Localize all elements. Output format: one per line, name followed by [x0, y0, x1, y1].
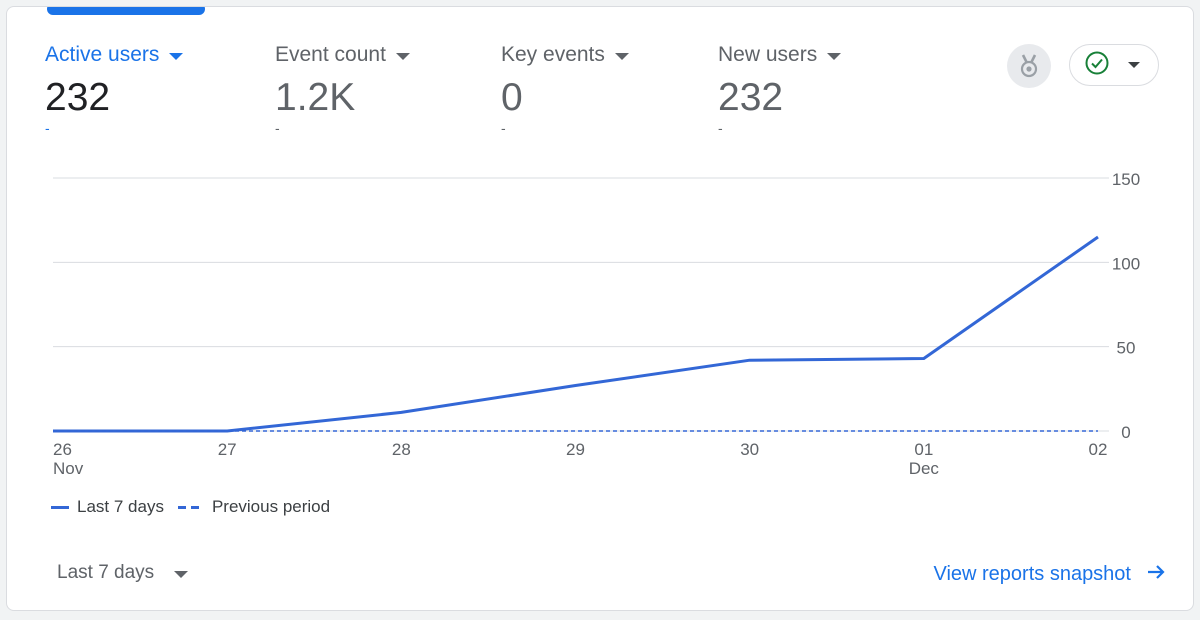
metric-value: 1.2K — [275, 76, 356, 119]
metric-event-count[interactable]: Event count 1.2K - — [275, 43, 410, 135]
metric-active-users[interactable]: Active users 232 - — [45, 43, 184, 136]
metric-new-users[interactable]: New users 232 - — [718, 43, 842, 136]
legend-swatch-solid — [51, 505, 69, 509]
metric-value: 232 — [718, 76, 784, 119]
metric-label: New users — [718, 43, 818, 66]
x-tick-label: Dec — [909, 459, 940, 478]
metric-change: - — [501, 120, 506, 136]
medal-icon[interactable] — [1007, 44, 1051, 88]
date-range-label: Last 7 days — [57, 562, 155, 583]
legend-item-current: Last 7 days — [51, 497, 164, 517]
metric-key-events[interactable]: Key events 0 - — [501, 43, 629, 135]
check-circle-icon — [1084, 50, 1110, 81]
chevron-down-icon — [614, 52, 629, 60]
y-tick-label: 100 — [1112, 254, 1140, 273]
chevron-down-icon — [169, 52, 184, 60]
metric-label: Event count — [275, 43, 386, 66]
y-tick-label: 0 — [1121, 423, 1130, 442]
x-tick-label: Nov — [53, 459, 84, 478]
report-card: Active users 232 - Event count 1.2K - Ke… — [6, 6, 1194, 611]
date-range-dropdown[interactable]: Last 7 days — [57, 562, 189, 584]
y-tick-label: 150 — [1112, 170, 1140, 189]
arrow-right-icon — [1145, 561, 1167, 588]
x-tick-label: 30 — [740, 440, 759, 459]
legend-swatch-dashed — [177, 505, 200, 509]
x-tick-label: 27 — [218, 440, 237, 459]
active-tab-indicator — [47, 7, 205, 15]
metric-value: 232 — [45, 76, 111, 119]
metric-change: - — [718, 120, 723, 136]
x-tick-label: 28 — [392, 440, 411, 459]
y-tick-label: 50 — [1117, 339, 1136, 358]
metric-label: Active users — [45, 43, 160, 66]
chevron-down-icon — [395, 52, 410, 60]
metric-selector[interactable]: New users — [718, 43, 842, 67]
status-dropdown-button[interactable] — [1069, 44, 1159, 86]
view-reports-snapshot-link[interactable]: View reports snapshot — [933, 561, 1167, 588]
chevron-down-icon — [1128, 62, 1140, 68]
link-label: View reports snapshot — [933, 563, 1131, 585]
legend-label: Previous period — [211, 497, 331, 516]
metric-change: - — [275, 120, 280, 136]
metric-selector[interactable]: Active users — [45, 43, 184, 67]
x-tick-label: 01 — [914, 440, 933, 459]
legend-label: Last 7 days — [77, 497, 164, 516]
x-tick-label: 02 — [1089, 440, 1108, 459]
chevron-down-icon — [174, 570, 189, 578]
metric-change: - — [45, 120, 50, 136]
metric-value: 0 — [501, 76, 523, 119]
legend-item-previous: Previous period — [177, 497, 331, 517]
chevron-down-icon — [827, 52, 842, 60]
x-tick-label: 29 — [566, 440, 585, 459]
metric-selector[interactable]: Key events — [501, 43, 629, 67]
x-tick-label: 26 — [53, 440, 72, 459]
metric-selector[interactable]: Event count — [275, 43, 410, 67]
metric-label: Key events — [501, 43, 605, 66]
chart-legend: Last 7 days Previous period — [51, 497, 344, 517]
series-line-current — [53, 235, 1099, 433]
